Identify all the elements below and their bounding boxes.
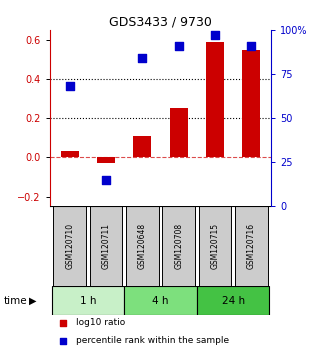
Text: GSM120708: GSM120708 — [174, 223, 183, 269]
Text: percentile rank within the sample: percentile rank within the sample — [76, 336, 230, 345]
Text: 24 h: 24 h — [221, 296, 245, 306]
Title: GDS3433 / 9730: GDS3433 / 9730 — [109, 16, 212, 29]
Point — [140, 56, 145, 61]
Point — [213, 33, 218, 38]
Bar — [53, 206, 86, 286]
Text: GSM120715: GSM120715 — [211, 223, 220, 269]
Point — [103, 177, 108, 183]
Bar — [206, 42, 224, 157]
Point — [176, 43, 181, 49]
Bar — [235, 206, 268, 286]
Point — [60, 338, 65, 343]
Text: GSM120710: GSM120710 — [65, 223, 74, 269]
Bar — [90, 206, 122, 286]
Text: time: time — [3, 296, 27, 306]
Bar — [97, 157, 115, 163]
Point — [249, 43, 254, 49]
Bar — [197, 286, 269, 315]
Bar — [133, 136, 152, 157]
Bar — [169, 108, 188, 157]
Text: GSM120716: GSM120716 — [247, 223, 256, 269]
Text: 4 h: 4 h — [152, 296, 169, 306]
Text: ▶: ▶ — [29, 296, 36, 306]
Bar — [124, 286, 197, 315]
Point — [67, 84, 72, 89]
Text: GSM120711: GSM120711 — [101, 223, 110, 269]
Bar — [126, 206, 159, 286]
Bar — [61, 151, 79, 157]
Bar — [242, 50, 260, 157]
Bar — [162, 206, 195, 286]
Text: GSM120648: GSM120648 — [138, 223, 147, 269]
Bar — [52, 286, 124, 315]
Text: 1 h: 1 h — [80, 296, 96, 306]
Text: log10 ratio: log10 ratio — [76, 319, 126, 327]
Point — [60, 320, 65, 326]
Bar — [199, 206, 231, 286]
